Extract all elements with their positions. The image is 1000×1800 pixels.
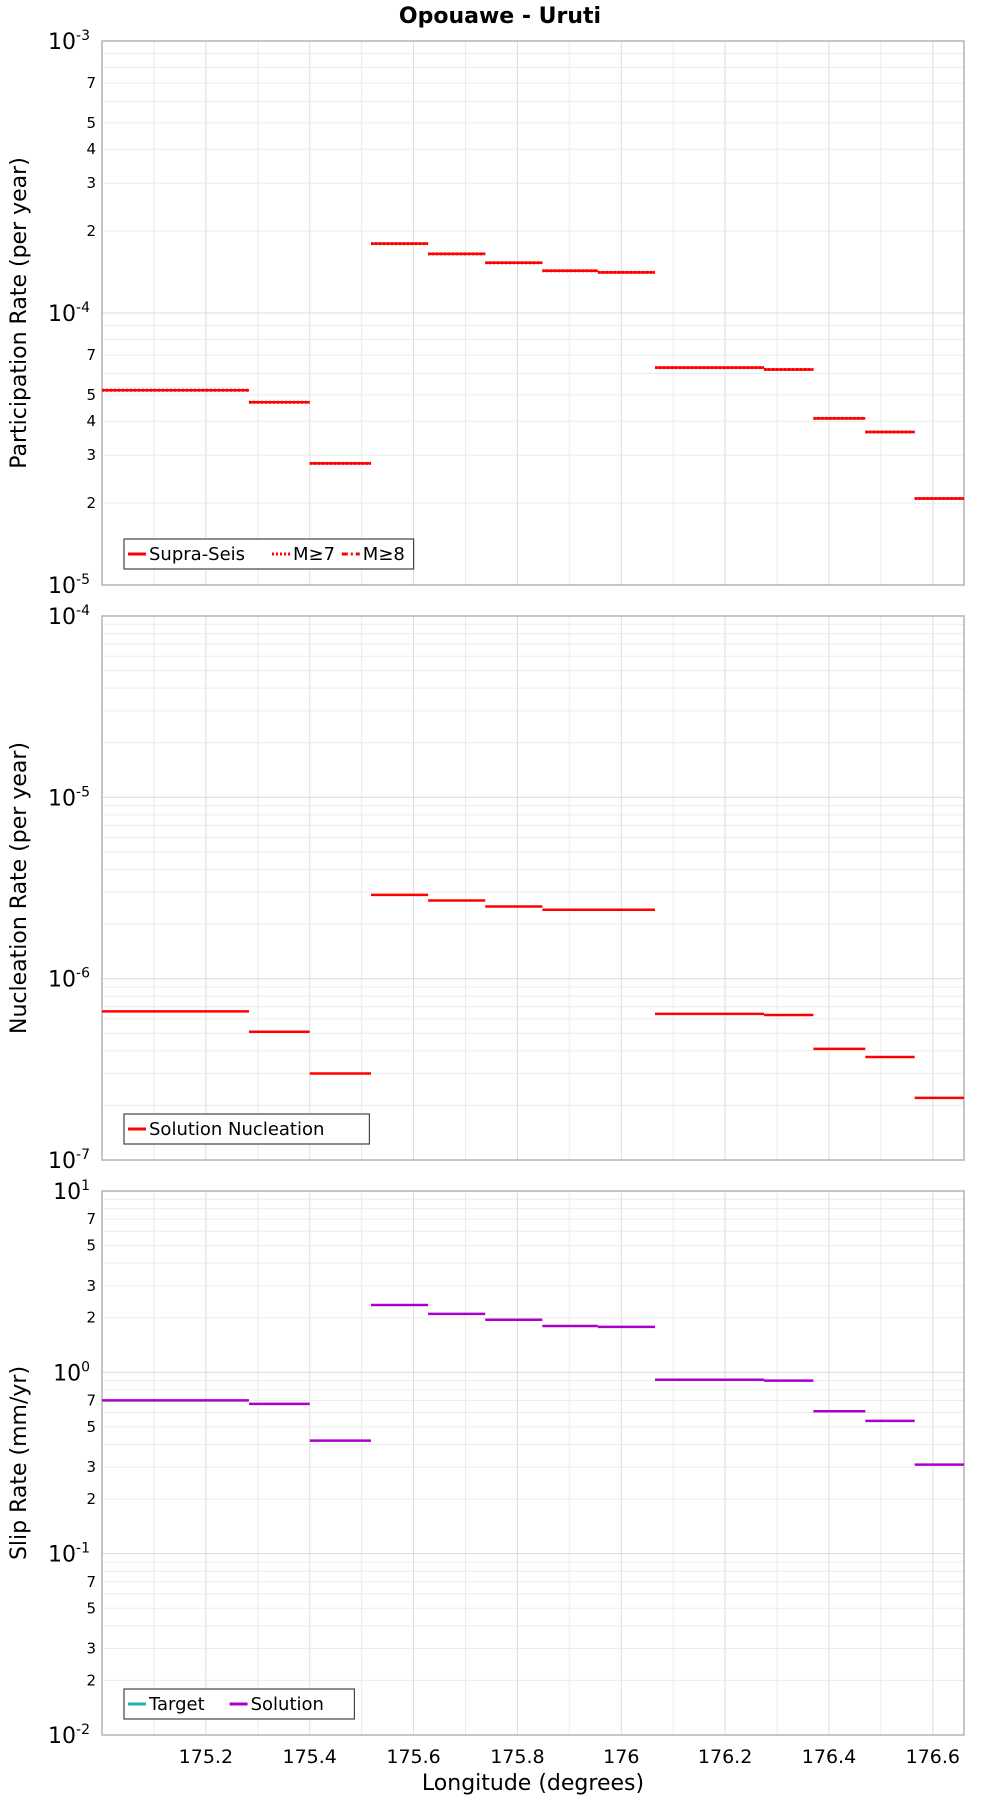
y-minor-tick-label: 3 — [86, 1277, 96, 1295]
series-Solution Nucleation — [102, 893, 964, 1100]
x-tick-label: 176.6 — [906, 1746, 960, 1768]
panel-3: 10-2 2 3 5 7 10-1 2 3 5 7 100 2 3 5 7 101 Slip Rate (mm/… — [7, 1178, 965, 1768]
y-minor-tick-label: 2 — [86, 494, 96, 512]
y-minor-tick-label: 5 — [86, 386, 96, 404]
y-minor-tick-label: 4 — [86, 140, 96, 158]
legend-label: Target — [148, 1694, 205, 1715]
y-minor-tick-label: 5 — [86, 1599, 96, 1617]
y-minor-tick-label: 3 — [86, 1458, 96, 1476]
y-tick-label: 10-3 — [48, 28, 90, 55]
series-Solution — [102, 1303, 964, 1466]
y-axis-label: Nucleation Rate (per year) — [7, 742, 32, 1034]
y-minor-tick-label: 3 — [86, 1639, 96, 1657]
x-tick-label: 176 — [603, 1746, 639, 1768]
series-Supra-Seis — [102, 242, 964, 500]
legend-label: Supra-Seis — [149, 544, 245, 565]
series-M≥7 — [102, 242, 964, 500]
y-minor-tick-label: 5 — [86, 1237, 96, 1255]
x-tick-label: 175.2 — [179, 1746, 233, 1768]
x-tick-label: 175.6 — [386, 1746, 440, 1768]
x-tick-label: 176.2 — [698, 1746, 752, 1768]
y-tick-label: 10-5 — [48, 572, 90, 599]
chart-title: Opouawe - Uruti — [399, 4, 601, 29]
y-tick-label: 10-1 — [48, 1541, 90, 1568]
y-minor-tick-label: 7 — [86, 1391, 96, 1409]
legend-box — [123, 538, 415, 570]
y-minor-tick-label: 7 — [86, 1210, 96, 1228]
y-tick-label: 10-7 — [48, 1147, 90, 1174]
y-tick-label: 10-5 — [48, 784, 90, 811]
y-tick-label: 101 — [53, 1178, 90, 1205]
y-minor-tick-label: 4 — [86, 412, 96, 430]
y-minor-tick-label: 2 — [86, 1309, 96, 1327]
legend-label: M≥8 — [363, 544, 405, 565]
panel-2: 10-7 10-6 10-5 10-4 Nucleation Rate (per yea… — [7, 603, 965, 1174]
y-minor-tick-label: 3 — [86, 174, 96, 192]
y-axis-label: Participation Rate (per year) — [7, 157, 32, 469]
x-tick-label: 175.4 — [283, 1746, 337, 1768]
x-axis-label: Longitude (degrees) — [422, 1771, 644, 1796]
y-minor-tick-label: 7 — [86, 346, 96, 364]
y-tick-label: 10-4 — [48, 300, 90, 327]
legend-label: Solution Nucleation — [149, 1119, 324, 1140]
y-axis-label: Slip Rate (mm/yr) — [7, 1366, 32, 1560]
y-minor-tick-label: 5 — [86, 1418, 96, 1436]
y-tick-label: 10-2 — [48, 1722, 90, 1749]
y-tick-label: 10-4 — [48, 603, 90, 630]
y-minor-tick-label: 3 — [86, 446, 96, 464]
y-tick-label: 10-6 — [48, 966, 90, 993]
y-minor-tick-label: 2 — [86, 1490, 96, 1508]
x-tick-label: 175.8 — [490, 1746, 544, 1768]
y-minor-tick-label: 7 — [86, 74, 96, 92]
plot-frame — [101, 615, 965, 1161]
legend-label: M≥7 — [293, 544, 335, 565]
y-minor-tick-label: 2 — [86, 1671, 96, 1689]
y-minor-tick-label: 5 — [86, 114, 96, 132]
plot-frame — [101, 40, 965, 586]
legend: Target Solution — [123, 1688, 355, 1720]
y-minor-tick-label: 2 — [86, 222, 96, 240]
panel-1: 10-5 2 3 4 5 7 10-4 2 3 4 5 7 10-3 Participation Rate… — [7, 28, 965, 599]
legend-box — [123, 1113, 370, 1145]
legend-label: Solution — [251, 1694, 324, 1715]
legend: Supra-Seis M≥7 M≥8 — [123, 538, 415, 570]
plot-frame — [101, 1190, 965, 1736]
y-minor-tick-label: 7 — [86, 1573, 96, 1591]
x-tick-label: 176.4 — [802, 1746, 856, 1768]
y-tick-label: 100 — [53, 1359, 90, 1386]
legend: Solution Nucleation — [123, 1113, 370, 1145]
